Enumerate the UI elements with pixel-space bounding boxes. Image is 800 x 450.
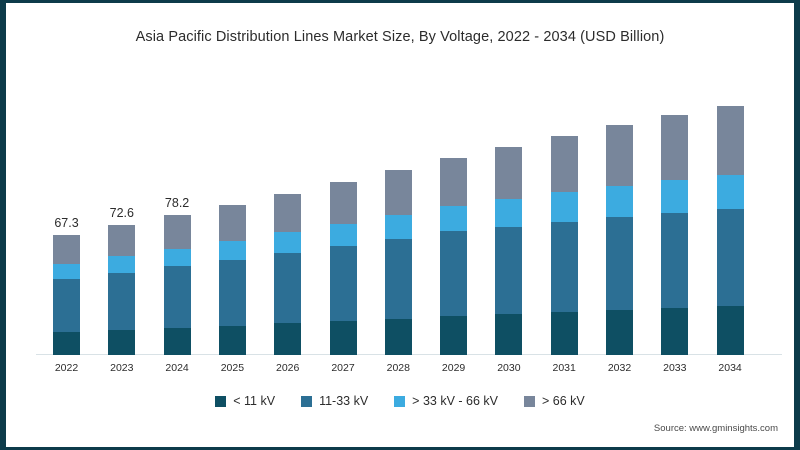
bar-stack-2022[interactable]: 67.3 — [53, 60, 80, 355]
bar-segment-2028-series-1[interactable] — [384, 238, 412, 319]
plot-area: 67.3 72.6 78.2 — [28, 60, 784, 355]
bar-stack-2029[interactable] — [440, 60, 468, 355]
legend-label-2: > 33 kV - 66 kV — [412, 394, 498, 408]
x-tick-2024: 2024 — [165, 362, 189, 374]
x-tick-2034: 2034 — [718, 362, 742, 374]
bar-segment-2028-series-0[interactable] — [384, 318, 412, 355]
bar-value-label-2023: 72.6 — [109, 206, 134, 221]
bar-segment-2030-series-0[interactable] — [495, 313, 523, 355]
bar-segment-2023-series-0[interactable] — [108, 329, 136, 355]
x-tick-2030: 2030 — [497, 362, 521, 374]
bar-segment-2033-series-3[interactable] — [661, 115, 689, 180]
bar-stack-2026[interactable] — [274, 60, 302, 355]
x-axis-ticks: 2022 2023 2024 2025 2026 2027 2028 2029 2030 2031… — [28, 362, 784, 380]
bar-segment-2029-series-0[interactable] — [440, 315, 468, 355]
bar-segment-2031-series-2[interactable] — [550, 192, 578, 222]
bar-segment-2025-series-0[interactable] — [218, 325, 246, 355]
chart-legend: < 11 kV 11-33 kV > 33 kV - 66 kV > 66 kV — [6, 394, 794, 408]
bar-segment-2030-series-2[interactable] — [495, 199, 523, 227]
bar-segment-2026-series-0[interactable] — [274, 323, 302, 355]
x-tick-2026: 2026 — [276, 362, 300, 374]
bar-segment-2029-series-2[interactable] — [440, 205, 468, 232]
bar-segment-2034-series-0[interactable] — [716, 306, 744, 355]
bar-segment-2025-series-3[interactable] — [218, 204, 246, 241]
legend-item-1[interactable]: 11-33 kV — [301, 394, 368, 408]
bar-segment-2031-series-3[interactable] — [550, 136, 578, 193]
bar-stack-2030[interactable] — [495, 60, 523, 355]
x-tick-2023: 2023 — [110, 362, 134, 374]
bar-segment-2031-series-0[interactable] — [550, 311, 578, 355]
bar-segment-2025-series-2[interactable] — [218, 240, 246, 260]
bar-segment-2033-series-1[interactable] — [661, 212, 689, 308]
x-tick-2025: 2025 — [220, 362, 245, 374]
bar-segment-2032-series-2[interactable] — [606, 185, 633, 217]
source-attribution: Source: www.gminsights.com — [653, 423, 778, 434]
legend-item-2[interactable]: > 33 kV - 66 kV — [394, 394, 498, 408]
legend-label-1: 11-33 kV — [319, 394, 369, 408]
bar-segment-2030-series-1[interactable] — [495, 226, 523, 314]
bar-segment-2033-series-0[interactable] — [661, 307, 689, 355]
bar-segment-2022-series-0[interactable] — [53, 331, 80, 355]
bar-segment-2033-series-2[interactable] — [661, 179, 689, 213]
x-tick-2028: 2028 — [386, 362, 410, 374]
bar-segment-2029-series-3[interactable] — [440, 158, 468, 206]
bar-segment-2028-series-3[interactable] — [384, 170, 412, 215]
bar-segment-2022-series-1[interactable] — [53, 278, 80, 332]
x-tick-2022: 2022 — [54, 362, 79, 374]
bar-segment-2025-series-1[interactable] — [218, 259, 246, 326]
bar-stack-2024[interactable]: 78.2 — [163, 60, 191, 355]
bar-value-label-2022: 67.3 — [54, 215, 79, 230]
bar-stack-2033[interactable] — [661, 60, 689, 355]
bar-segment-2028-series-2[interactable] — [384, 214, 412, 239]
legend-label-3: > 66 kV — [541, 394, 585, 408]
bar-segment-2024-series-0[interactable] — [163, 327, 191, 355]
legend-item-3[interactable]: > 66 kV — [523, 394, 585, 408]
bar-stack-2032[interactable] — [606, 60, 633, 355]
bar-segment-2029-series-1[interactable] — [440, 231, 468, 316]
legend-swatch-icon-2 — [394, 395, 406, 407]
bar-segment-2034-series-3[interactable] — [716, 105, 744, 175]
bar-segment-2030-series-3[interactable] — [495, 147, 523, 200]
bar-segment-2027-series-3[interactable] — [329, 182, 357, 224]
bar-segment-2023-series-2[interactable] — [108, 256, 136, 273]
bar-segment-2027-series-0[interactable] — [329, 321, 357, 355]
bar-segment-2032-series-0[interactable] — [606, 309, 633, 355]
bar-segment-2034-series-2[interactable] — [716, 174, 744, 210]
bar-segment-2023-series-3[interactable] — [108, 225, 136, 257]
bar-stack-2031[interactable] — [550, 60, 578, 355]
x-tick-2033: 2033 — [663, 362, 687, 374]
x-tick-2029: 2029 — [441, 362, 466, 374]
bar-segment-2032-series-3[interactable] — [606, 125, 633, 186]
bar-segment-2024-series-3[interactable] — [163, 215, 191, 249]
x-tick-2031: 2031 — [552, 362, 576, 374]
bar-segment-2032-series-1[interactable] — [606, 216, 633, 310]
bar-segment-2023-series-1[interactable] — [108, 272, 136, 330]
bar-stack-2025[interactable] — [218, 60, 246, 355]
bar-stack-2034[interactable] — [716, 60, 744, 355]
bar-stack-2027[interactable] — [329, 60, 357, 355]
bar-segment-2024-series-2[interactable] — [163, 248, 191, 267]
bar-segment-2026-series-3[interactable] — [274, 193, 302, 233]
bar-segment-2024-series-1[interactable] — [163, 266, 191, 328]
legend-swatch-icon-0 — [215, 395, 227, 407]
legend-item-0[interactable]: < 11 kV — [215, 394, 275, 408]
bar-segment-2026-series-1[interactable] — [274, 252, 302, 324]
legend-swatch-icon-3 — [523, 395, 535, 407]
bar-segment-2022-series-3[interactable] — [53, 234, 80, 264]
bar-stack-2023[interactable]: 72.6 — [108, 60, 136, 355]
bar-segment-2034-series-1[interactable] — [716, 209, 744, 307]
bar-segment-2027-series-1[interactable] — [329, 245, 357, 322]
bar-segment-2031-series-1[interactable] — [550, 221, 578, 312]
x-tick-2027: 2027 — [331, 362, 355, 374]
bar-segment-2022-series-2[interactable] — [53, 263, 80, 279]
legend-swatch-icon-1 — [301, 395, 313, 407]
bar-segment-2026-series-2[interactable] — [274, 232, 302, 253]
legend-label-0: < 11 kV — [233, 394, 276, 408]
x-tick-2032: 2032 — [607, 362, 632, 374]
chart-title: Asia Pacific Distribution Lines Market S… — [135, 29, 665, 45]
bar-value-label-2024: 78.2 — [164, 196, 190, 211]
bar-segment-2027-series-2[interactable] — [329, 223, 357, 246]
bar-stack-2028[interactable] — [384, 60, 412, 355]
